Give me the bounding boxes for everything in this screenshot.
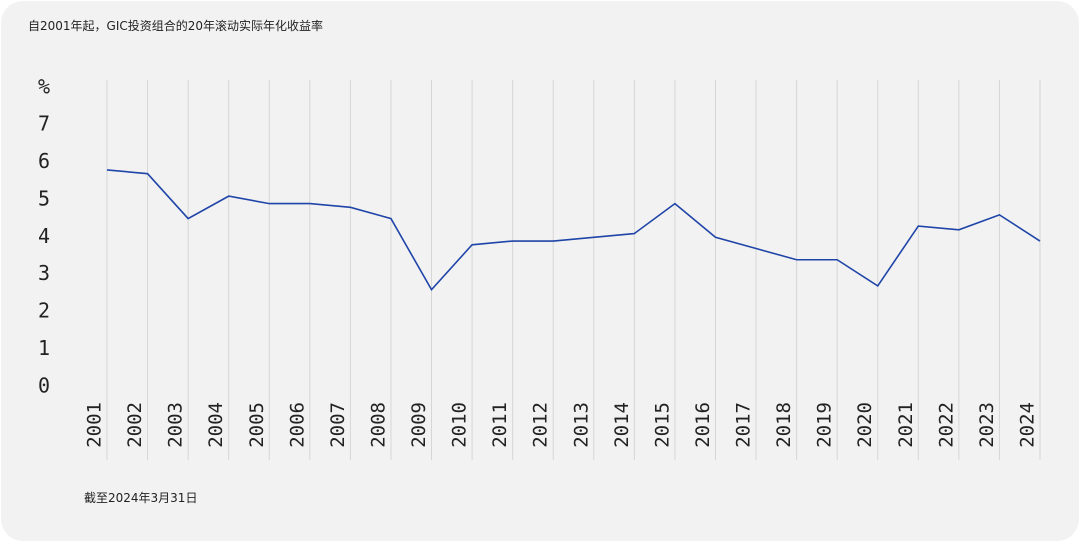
y-tick-label: 7 — [38, 112, 50, 136]
y-tick-label: 6 — [38, 149, 50, 173]
x-tick-label: 2012 — [530, 402, 552, 448]
y-tick-label: 3 — [38, 261, 50, 285]
x-tick-label: 2007 — [327, 402, 349, 448]
chart-title: 自2001年起，GIC投资组合的20年滚动实际年化收益率 — [28, 18, 323, 33]
x-tick-label: 2004 — [205, 402, 227, 448]
x-tick-label: 2015 — [651, 402, 673, 448]
x-tick-label: 2022 — [935, 402, 957, 448]
x-tick-label: 2011 — [489, 402, 511, 448]
x-tick-label: 2024 — [1017, 402, 1039, 448]
note: 截至2024年3月31日 — [84, 491, 197, 505]
x-tick-label: 2016 — [692, 402, 714, 448]
x-tick-label: 2006 — [286, 402, 308, 448]
x-tick-label: 2023 — [976, 402, 998, 448]
y-tick-label: 0 — [38, 374, 50, 398]
x-tick-label: 2021 — [895, 402, 917, 448]
x-tick-label: 2002 — [124, 402, 146, 448]
x-tick-label: 2020 — [854, 402, 876, 448]
x-tick-label: 2018 — [773, 402, 795, 448]
y-unit: % — [38, 75, 50, 99]
x-tick-label: 2017 — [733, 402, 755, 448]
y-tick-label: 5 — [38, 186, 50, 210]
x-tick-label: 2013 — [570, 402, 592, 448]
x-tick-label: 2010 — [449, 402, 471, 448]
x-tick-label: 2008 — [367, 402, 389, 448]
x-tick-label: 2019 — [814, 402, 836, 448]
x-tick-label: 2014 — [611, 402, 633, 448]
x-tick-label: 2001 — [84, 402, 106, 448]
line — [106, 169, 1041, 292]
x-tick-label: 2005 — [246, 402, 268, 448]
x-tick-label: 2003 — [165, 402, 187, 448]
y-tick-label: 1 — [38, 336, 50, 360]
x-tick-label: 2009 — [408, 402, 430, 448]
y-tick-label: 4 — [38, 224, 50, 248]
y-tick-label: 2 — [38, 299, 50, 323]
